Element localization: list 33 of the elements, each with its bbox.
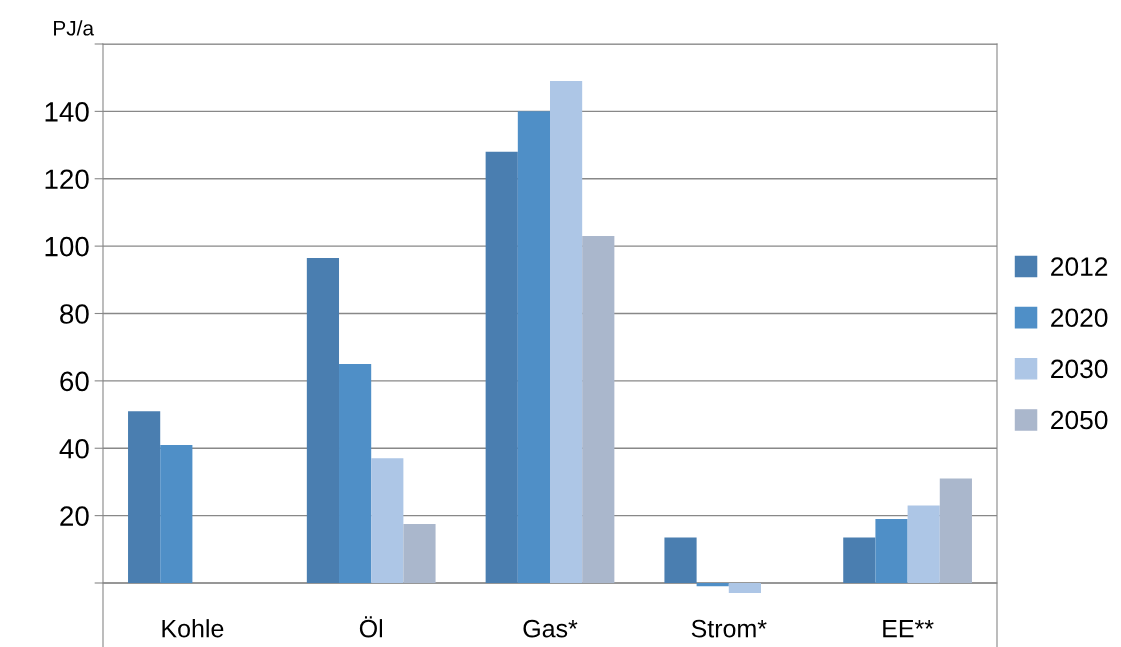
bar: [339, 364, 372, 583]
bar: [907, 505, 940, 583]
bar: [160, 444, 193, 583]
bar: [306, 257, 340, 583]
y-tick-label: 100: [45, 236, 89, 257]
bar: [875, 518, 908, 583]
bar: [582, 236, 615, 583]
x-tick-label: Gas*: [523, 619, 578, 638]
legend-label: 2030: [1051, 359, 1108, 379]
bar: [403, 524, 436, 583]
x-tick-label: Öl: [359, 616, 383, 638]
bar: [664, 537, 697, 583]
legend-label: 2020: [1051, 308, 1108, 328]
bar: [128, 411, 161, 583]
bar: [843, 537, 876, 583]
x-tick-label: Kohle: [162, 619, 224, 638]
bar: [485, 151, 518, 583]
y-tick-label: 120: [45, 169, 89, 190]
legend-label: 2050: [1051, 410, 1108, 430]
bar: [517, 111, 550, 583]
y-tick-label: 140: [45, 102, 89, 122]
y-tick-label: 80: [60, 304, 89, 324]
x-tick-label: EE**: [883, 620, 934, 638]
y-axis-title: PJ/a: [54, 20, 95, 36]
x-tick-label: Strom*: [691, 619, 767, 638]
y-tick-label: 40: [59, 438, 89, 459]
bar: [728, 582, 761, 594]
bar: [371, 458, 404, 583]
y-tick-label: 20: [60, 506, 89, 526]
bar: [550, 81, 583, 583]
bar: [939, 478, 972, 583]
y-tick-label: 60: [60, 371, 89, 392]
legend-label: 2012: [1051, 257, 1108, 276]
